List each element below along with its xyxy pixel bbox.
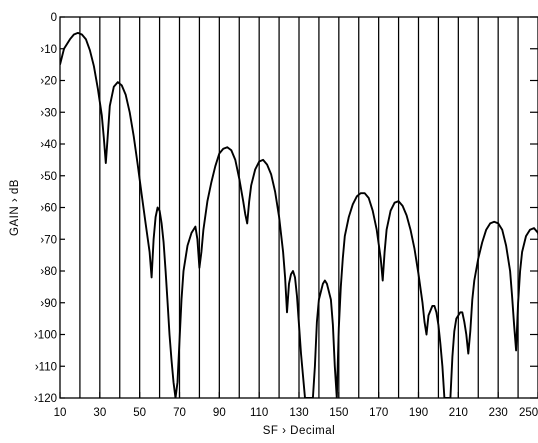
y-tick-label: ›10 xyxy=(40,44,57,56)
x-tick-label: 90 xyxy=(213,407,226,419)
x-tick-label: 230 xyxy=(489,407,508,419)
y-axis-title: GAIN › dB xyxy=(9,179,21,236)
gain-curve-series-0 xyxy=(60,31,538,398)
tick-labels: 0 ›10 ›20 ›30 ›40 ›50 ›60 ›70 ›80 ›90 ›100 ›110 ›120… xyxy=(34,12,538,419)
x-tick-label: 110 xyxy=(250,407,268,419)
y-tick-label: ›120 xyxy=(34,393,57,405)
x-tick-label: 170 xyxy=(369,407,388,419)
y-tick-label: ›90 xyxy=(40,298,57,310)
x-tick-label: 130 xyxy=(289,407,308,419)
x-tick-label: 150 xyxy=(329,407,348,419)
y-tick-label: ›100 xyxy=(34,330,57,342)
gain-curve-layer xyxy=(60,31,538,398)
y-tick-label: ›20 xyxy=(40,76,57,88)
tick-marks xyxy=(59,16,538,399)
y-tick-label: ›70 xyxy=(40,234,57,246)
x-tick-label: 210 xyxy=(449,407,468,419)
x-tick-label: 250 xyxy=(519,407,538,419)
y-tick-label: ›50 xyxy=(40,171,57,183)
y-tick-label: ›40 xyxy=(40,139,57,151)
x-tick-label: 70 xyxy=(173,407,186,419)
y-tick-label: 0 xyxy=(51,12,57,24)
y-tick-label: ›110 xyxy=(35,361,57,373)
y-tick-label: ›60 xyxy=(40,203,57,215)
grid-lines xyxy=(79,17,519,398)
x-tick-label: 30 xyxy=(93,407,106,419)
x-axis-title: SF › Decimal xyxy=(263,425,335,437)
x-tick-label: 10 xyxy=(54,407,67,419)
x-tick-label: 50 xyxy=(133,407,146,419)
y-tick-label: ›80 xyxy=(40,266,57,278)
y-tick-label: ›30 xyxy=(40,107,57,119)
x-tick-label: 190 xyxy=(409,407,428,419)
